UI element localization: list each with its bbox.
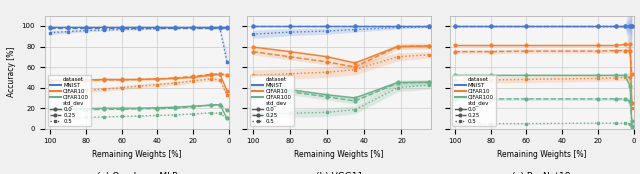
- Text: (c) ResNet18: (c) ResNet18: [513, 172, 571, 174]
- Legend: dataset, MNIST, CIFAR10, CIFAR100, std_dev, 0.0, 0.25, 0.5: dataset, MNIST, CIFAR10, CIFAR100, std_d…: [47, 75, 92, 126]
- X-axis label: Remaining Weights [%]: Remaining Weights [%]: [92, 150, 182, 159]
- Legend: dataset, MNIST, CIFAR10, CIFAR100, std_dev, 0.0, 0.25, 0.5: dataset, MNIST, CIFAR10, CIFAR100, std_d…: [250, 75, 294, 126]
- Text: (a) One layer MLP: (a) One layer MLP: [97, 172, 177, 174]
- Legend: dataset, MNIST, CIFAR10, CIFAR100, std_dev, 0.0, 0.25, 0.5: dataset, MNIST, CIFAR10, CIFAR100, std_d…: [452, 75, 496, 126]
- Text: (b) VGG11: (b) VGG11: [316, 172, 363, 174]
- Y-axis label: Accuracy [%]: Accuracy [%]: [7, 47, 16, 97]
- X-axis label: Remaining Weights [%]: Remaining Weights [%]: [294, 150, 384, 159]
- X-axis label: Remaining Weights [%]: Remaining Weights [%]: [497, 150, 586, 159]
